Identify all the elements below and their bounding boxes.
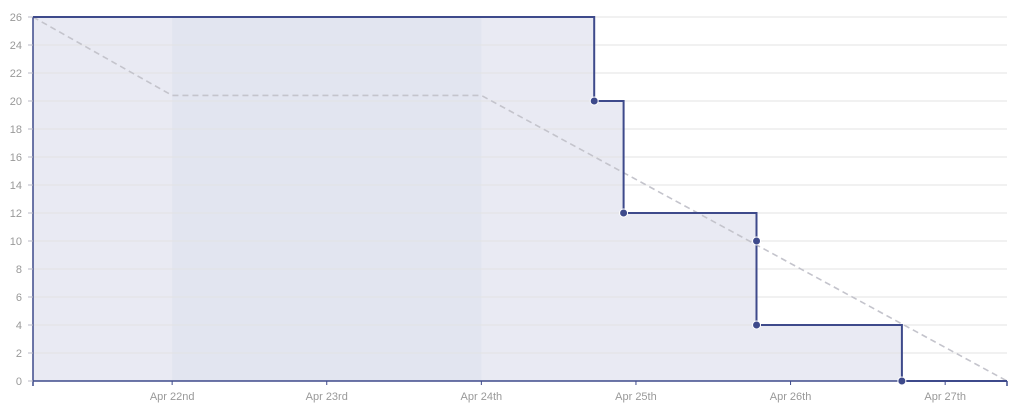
- y-tick-label: 22: [10, 68, 22, 80]
- actual-line-layer: [33, 16, 1007, 382]
- axes-layer: [32, 17, 1008, 386]
- marker-layer: [589, 96, 907, 386]
- y-tick-label: 10: [10, 236, 22, 248]
- grid-layer: [33, 16, 1007, 382]
- y-tick-label: 12: [10, 208, 22, 220]
- x-tick-label: Apr 22nd: [150, 391, 195, 403]
- data-point: [897, 376, 907, 386]
- y-tick-label: 14: [10, 180, 22, 192]
- non-working-band: [172, 17, 482, 381]
- ideal-burndown-line: [32, 16, 1008, 382]
- x-tick-label: Apr 24th: [461, 391, 503, 403]
- y-tick-label: 26: [10, 12, 22, 24]
- y-tick-label: 2: [16, 348, 22, 360]
- y-tick-label: 4: [16, 320, 22, 332]
- data-point: [589, 96, 599, 106]
- y-tick-label: 20: [10, 96, 22, 108]
- x-tick-labels: Apr 22nd Apr 23rd Apr 24th Apr 25th Apr 26th…: [150, 381, 966, 403]
- remaining-area-layer: [33, 17, 1007, 381]
- y-tick-label: 16: [10, 152, 22, 164]
- y-tick-label: 0: [16, 376, 22, 388]
- data-point: [752, 236, 762, 246]
- data-point: [752, 320, 762, 330]
- y-tick-label: 24: [10, 40, 22, 52]
- x-tick-label: Apr 27th: [924, 391, 966, 403]
- y-tick-label: 6: [16, 292, 22, 304]
- x-tick-label: Apr 26th: [770, 391, 812, 403]
- y-tick-label: 18: [10, 124, 22, 136]
- ideal-line-layer: [32, 16, 1008, 382]
- x-tick-label: Apr 23rd: [306, 391, 348, 403]
- data-point: [619, 208, 629, 218]
- y-tick-label: 8: [16, 264, 22, 276]
- actual-burndown-line: [33, 16, 1007, 382]
- x-tick-label: Apr 25th: [615, 391, 657, 403]
